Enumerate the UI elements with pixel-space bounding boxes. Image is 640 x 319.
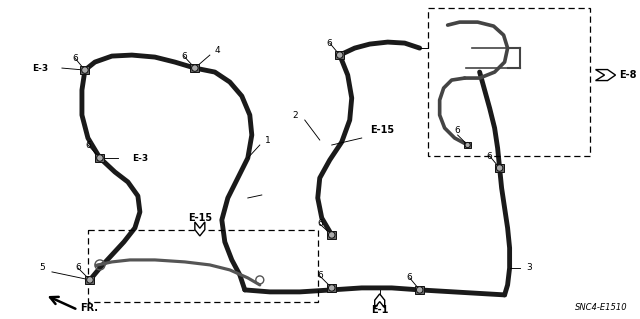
Bar <box>85 276 95 284</box>
Text: 6: 6 <box>75 263 81 272</box>
Circle shape <box>465 142 470 148</box>
Text: 6: 6 <box>317 219 323 228</box>
Text: 6: 6 <box>85 140 91 150</box>
Polygon shape <box>374 294 385 308</box>
Circle shape <box>97 155 103 161</box>
Text: 5: 5 <box>39 263 45 272</box>
Polygon shape <box>596 70 616 81</box>
Bar <box>327 231 336 239</box>
Bar <box>88 230 317 302</box>
Circle shape <box>337 52 343 58</box>
Text: 6: 6 <box>407 273 413 282</box>
Text: SNC4-E1510: SNC4-E1510 <box>575 303 627 312</box>
Text: E-15: E-15 <box>188 213 212 223</box>
Text: E-15: E-15 <box>370 125 394 135</box>
Circle shape <box>82 67 88 73</box>
Circle shape <box>417 287 423 293</box>
Text: 6: 6 <box>487 152 493 160</box>
Circle shape <box>86 277 93 283</box>
Text: 4: 4 <box>215 46 221 55</box>
Text: 6: 6 <box>181 52 187 61</box>
Bar <box>81 66 90 74</box>
Bar <box>464 142 471 148</box>
Text: 6: 6 <box>455 125 461 135</box>
Text: E-3: E-3 <box>32 63 48 72</box>
Bar <box>327 284 336 292</box>
Bar <box>95 154 104 162</box>
Bar <box>495 164 504 172</box>
Text: E-1: E-1 <box>371 305 388 315</box>
Text: FR.: FR. <box>80 303 98 313</box>
Circle shape <box>497 165 503 171</box>
Text: 1: 1 <box>265 136 271 145</box>
Text: 6: 6 <box>72 54 78 63</box>
Text: 6: 6 <box>317 271 323 280</box>
Polygon shape <box>195 222 205 236</box>
Bar <box>335 51 344 59</box>
Text: E-8: E-8 <box>620 70 637 80</box>
Bar <box>190 64 199 72</box>
Text: 6: 6 <box>327 39 333 48</box>
Text: E-3: E-3 <box>132 153 148 162</box>
Bar <box>428 8 589 156</box>
Circle shape <box>328 232 335 238</box>
Text: 2: 2 <box>292 111 298 120</box>
Bar <box>415 286 424 294</box>
Text: 3: 3 <box>527 263 532 272</box>
Circle shape <box>328 285 335 291</box>
Circle shape <box>191 65 198 71</box>
